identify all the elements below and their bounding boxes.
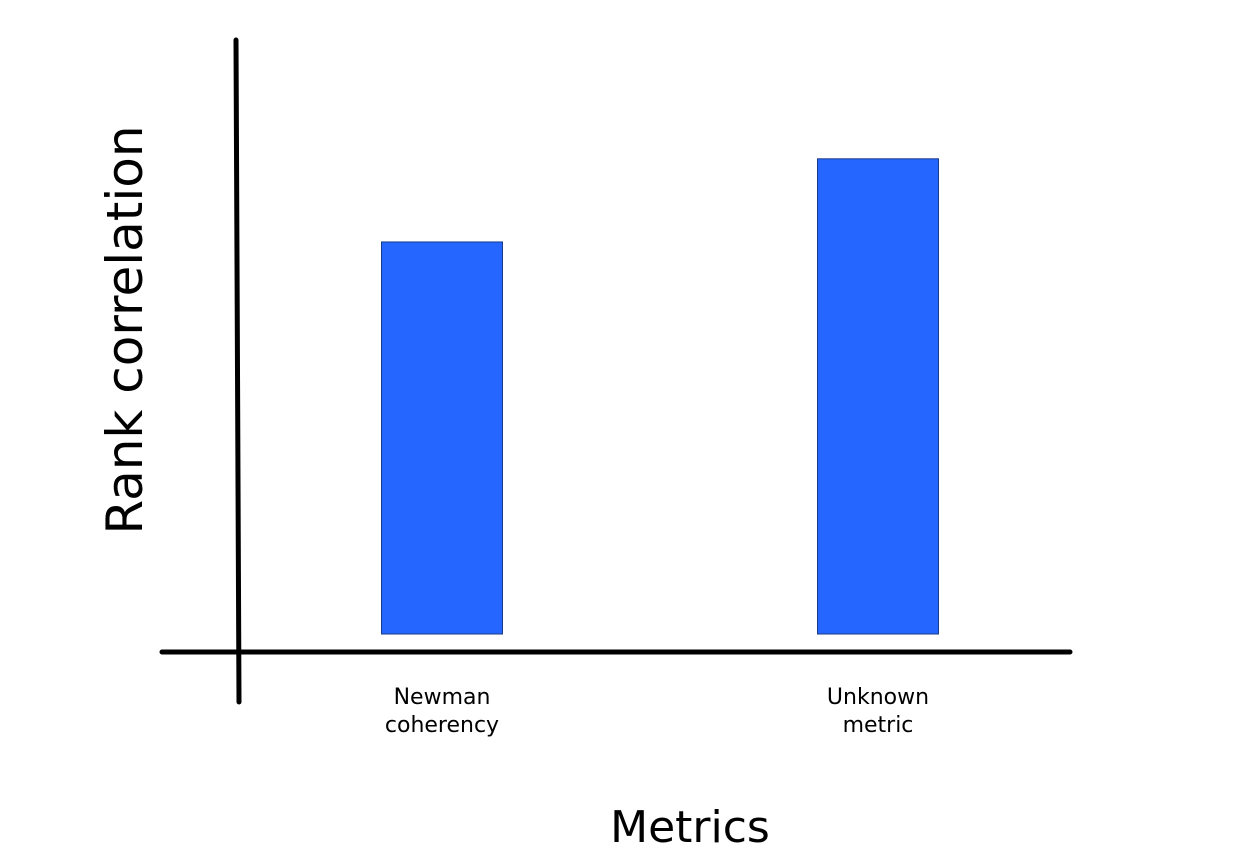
x-axis-title: Metrics	[610, 802, 770, 853]
x-tick-label-line: metric	[843, 713, 914, 738]
x-tick-label-line: coherency	[385, 713, 499, 738]
bar-1	[381, 241, 503, 635]
y-axis-line	[233, 37, 242, 705]
y-axis-title: Rank correlation	[96, 125, 154, 534]
x-tick-label-line: Unknown	[827, 685, 929, 710]
x-tick-label-1: Newman coherency	[385, 685, 499, 738]
x-tick-label-line: Newman	[394, 685, 491, 710]
category-labels-layer: Newman coherency Unknown metric	[385, 685, 929, 738]
x-tick-label-2: Unknown metric	[827, 685, 929, 738]
bars-layer	[381, 158, 939, 635]
bar-2	[817, 158, 939, 635]
